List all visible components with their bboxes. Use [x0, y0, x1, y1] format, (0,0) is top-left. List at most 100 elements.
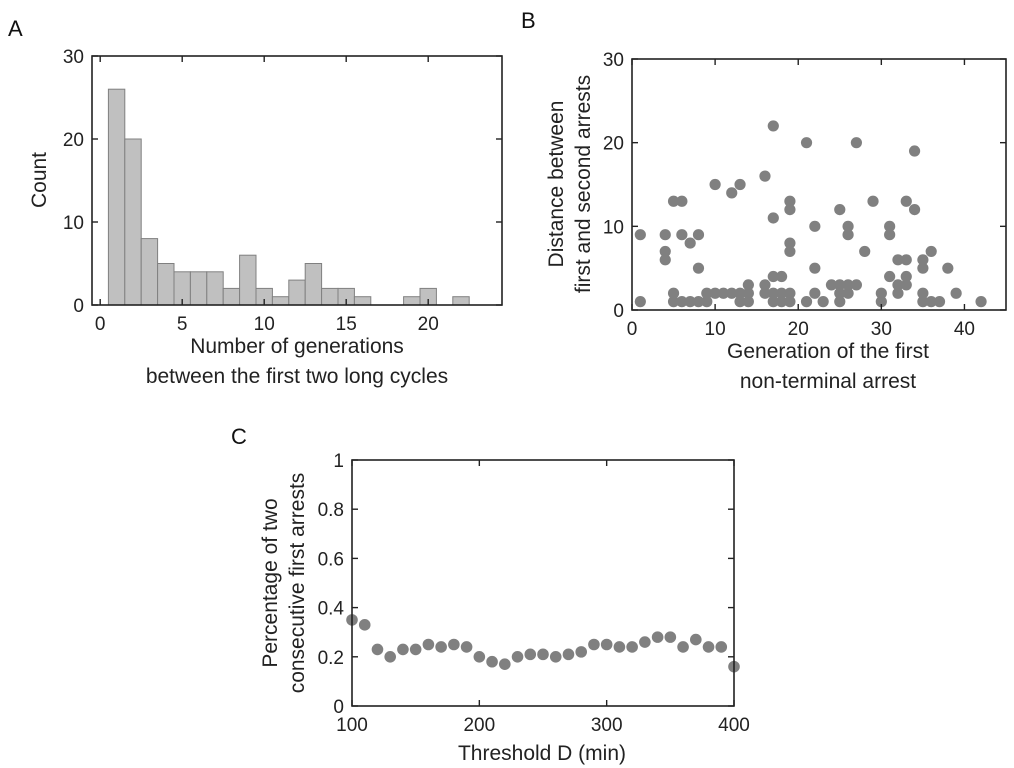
x-axis-label: Threshold D (min)	[458, 742, 626, 765]
scatter-point	[776, 270, 788, 283]
scatter-point	[817, 296, 829, 308]
scatter-point	[900, 279, 912, 291]
y-tick-label: 10	[63, 213, 84, 234]
y-tick-label: 30	[603, 50, 624, 71]
scatter-point	[767, 270, 779, 283]
scatter-point	[473, 651, 486, 663]
scatter-point	[759, 287, 771, 299]
scatter-point	[659, 254, 671, 266]
histogram-bar	[452, 296, 470, 306]
scatter-point	[908, 145, 921, 157]
plot-frame	[631, 58, 1007, 311]
scatter-point	[715, 641, 728, 653]
panel-letter: A	[8, 16, 23, 41]
scatter-point	[684, 237, 696, 249]
scatter-point	[613, 641, 626, 653]
scatter-point	[575, 646, 587, 658]
histogram-bar	[321, 287, 339, 306]
scatter-point	[900, 254, 912, 266]
scatter-point	[709, 178, 721, 191]
scatter-point	[667, 195, 680, 207]
scatter-point	[875, 287, 887, 299]
scatter-point	[734, 178, 746, 191]
scatter-point	[784, 287, 796, 299]
scatter-point	[726, 187, 738, 199]
x-axis-label: between the first two long cycles	[146, 365, 448, 388]
scatter-point	[709, 287, 721, 299]
scatter-point	[702, 641, 715, 653]
scatter-point	[917, 296, 929, 308]
scatter-point	[384, 651, 397, 663]
scatter-point	[767, 287, 779, 299]
scatter-point	[784, 204, 796, 216]
scatter-point	[925, 245, 937, 258]
scatter-point	[717, 287, 730, 299]
scatter-point	[667, 296, 680, 308]
scatter-point	[397, 643, 409, 656]
y-axis-label: Percentage of two	[259, 498, 282, 667]
scatter-point	[486, 655, 498, 668]
y-axis-label: consecutive first arrests	[286, 473, 309, 694]
scatter-point	[435, 641, 447, 653]
y-tick-label: 0	[73, 296, 84, 317]
x-tick-label: 5	[177, 314, 188, 335]
scatter-point	[600, 638, 613, 651]
x-tick-label: 10	[705, 319, 726, 340]
scatter-point	[842, 287, 854, 299]
histogram-bar	[107, 88, 126, 306]
scatter-point	[767, 296, 779, 308]
scatter-point	[409, 643, 422, 656]
plot-frame	[91, 55, 503, 306]
histogram-bar	[140, 238, 159, 306]
scatter-point	[677, 641, 689, 653]
scatter-point	[784, 237, 796, 249]
y-axis-label: first and second arrests	[572, 75, 595, 293]
histogram-bar	[124, 138, 142, 306]
histogram-bar	[189, 271, 208, 306]
plot-frame	[351, 459, 735, 707]
scatter-point	[884, 220, 896, 232]
histogram-bar	[288, 279, 306, 306]
scatter-point	[692, 262, 705, 274]
x-tick-label: 10	[254, 314, 275, 335]
scatter-point	[588, 638, 600, 651]
scatter-point	[917, 254, 929, 266]
scatter-point	[562, 648, 575, 661]
scatter-point	[371, 643, 384, 656]
scatter-point	[908, 204, 921, 216]
x-tick-label: 30	[871, 319, 892, 340]
scatter-point	[809, 220, 821, 232]
y-tick-label: 0.2	[318, 648, 344, 669]
x-tick-label: 0	[95, 314, 106, 335]
scatter-point	[834, 287, 846, 299]
scatter-point	[759, 279, 771, 291]
histogram-bar	[353, 296, 372, 306]
scatter-point	[460, 641, 473, 653]
scatter-point	[942, 262, 954, 274]
x-tick-label: 100	[336, 715, 368, 736]
scatter-point	[659, 245, 671, 258]
scatter-point	[842, 229, 854, 241]
scatter-point	[842, 279, 854, 291]
y-tick-label: 0.8	[318, 500, 344, 521]
y-tick-label: 1	[333, 451, 344, 472]
scatter-point	[975, 296, 987, 308]
scatter-point	[767, 120, 779, 132]
histogram-bar	[239, 254, 257, 306]
scatter-point	[800, 296, 813, 308]
x-tick-label: 40	[954, 319, 975, 340]
scatter-point	[875, 296, 887, 308]
scatter-point	[734, 287, 746, 299]
scatter-point	[659, 229, 671, 241]
y-tick-label: 30	[63, 47, 84, 68]
y-axis-label: Distance between	[545, 101, 568, 268]
scatter-point	[892, 287, 904, 299]
scatter-point	[664, 631, 677, 643]
x-tick-label: 15	[336, 314, 357, 335]
histogram-bar	[403, 296, 421, 306]
y-tick-label: 20	[603, 134, 624, 155]
scatter-point	[900, 270, 912, 283]
scatter-point	[639, 636, 651, 648]
x-axis-label: Number of generations	[190, 335, 404, 358]
scatter-point	[634, 296, 646, 308]
